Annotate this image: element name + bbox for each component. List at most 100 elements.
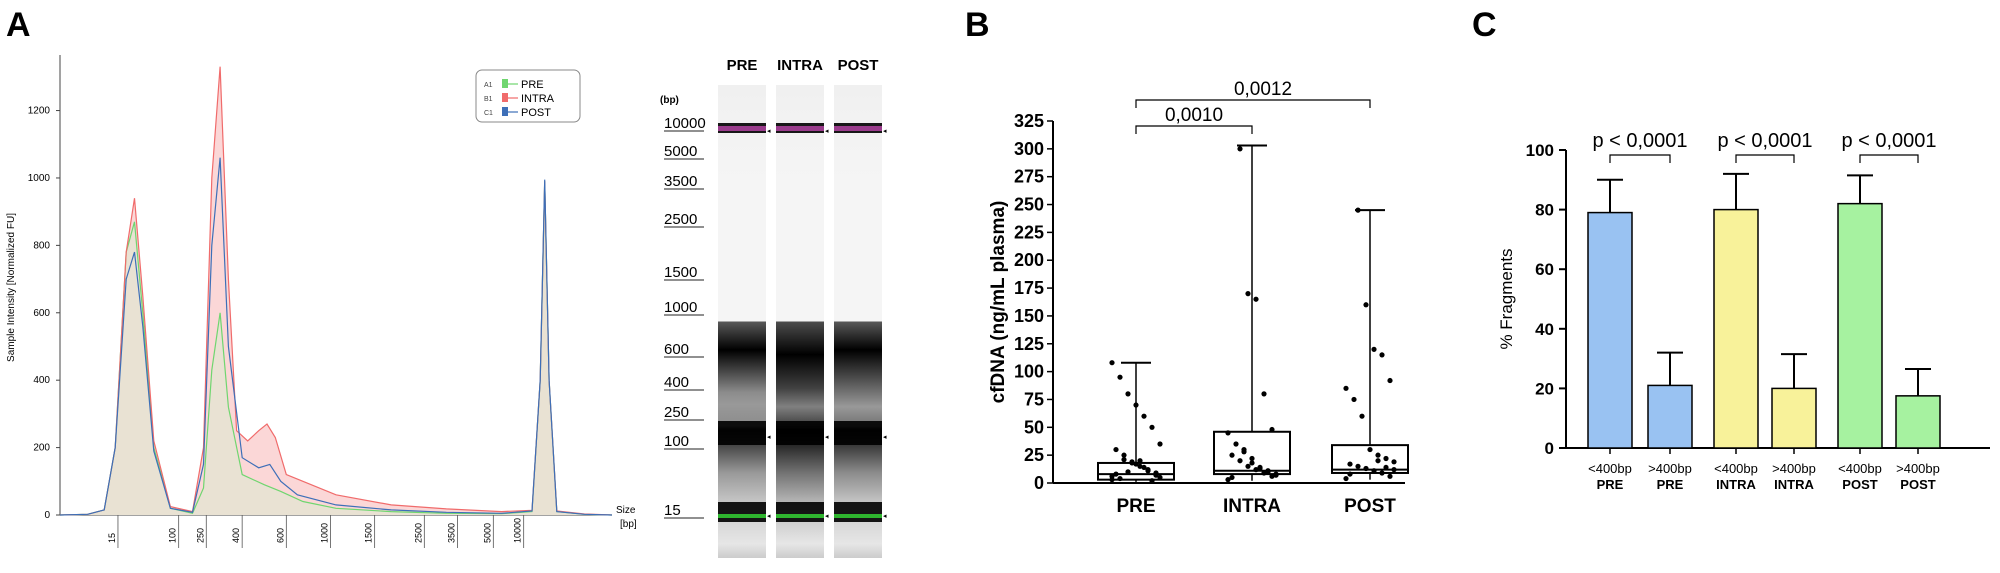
data-point xyxy=(1225,477,1231,483)
y-tick-label: 325 xyxy=(1014,111,1044,131)
lane-marker-arrow: ◂ xyxy=(883,513,887,520)
x-category-group: INTRA xyxy=(1774,477,1814,492)
gel-ladder-label: 250 xyxy=(664,404,689,421)
y-tick-label: 400 xyxy=(33,375,50,386)
panel-a: A 0 200 400 600 800 1000 1200 Sample Intensity … xyxy=(0,0,960,568)
box-intra xyxy=(1213,430,1291,476)
x-category-size: >400bp xyxy=(1648,461,1692,476)
data-point xyxy=(1125,391,1131,397)
gel-dark-band xyxy=(718,421,766,445)
x-axis-title-unit: [bp] xyxy=(620,519,637,530)
gel-dark-band xyxy=(776,421,824,445)
data-point xyxy=(1253,467,1259,473)
pre-area-fill xyxy=(60,181,612,516)
x-tick-label: 1500 xyxy=(364,523,374,543)
y-tick-label: 200 xyxy=(1014,250,1044,270)
panel-b: B 0 25 50 75 100 125 150 175 200 225 250 275 300 325 c… xyxy=(960,0,1460,568)
data-point xyxy=(1225,430,1231,436)
data-point xyxy=(1269,426,1275,433)
x-tick-label: 1000 xyxy=(319,523,329,543)
data-point xyxy=(1137,458,1143,464)
x-category-label: INTRA xyxy=(1223,496,1281,517)
gel-lane-pre xyxy=(718,85,766,558)
data-point xyxy=(1261,470,1267,476)
electropherogram-chart: A 0 200 400 600 800 1000 1200 Sample Intensity … xyxy=(6,6,887,558)
data-point xyxy=(1359,413,1365,419)
data-point xyxy=(1129,460,1135,466)
data-point xyxy=(1149,424,1155,430)
data-point xyxy=(1367,446,1373,453)
gel-ladder-label: 3500 xyxy=(664,173,697,190)
y-tick-label: 1200 xyxy=(28,106,51,117)
lane-marker-arrow: ◂ xyxy=(767,513,771,520)
data-point xyxy=(1371,468,1377,474)
data-point xyxy=(1229,452,1235,458)
lane-marker-arrow: ◂ xyxy=(883,434,887,441)
data-point xyxy=(1351,396,1357,403)
data-point xyxy=(1121,452,1127,458)
x-category-group: PRE xyxy=(1657,477,1684,492)
gel-ladder-label: 1000 xyxy=(664,299,697,316)
data-point xyxy=(1347,461,1353,467)
data-point xyxy=(1387,473,1393,479)
data-point xyxy=(1229,474,1235,481)
legend-swatch xyxy=(502,107,508,116)
lane-marker-arrow: ◂ xyxy=(767,434,771,441)
x-tick-label: 250 xyxy=(195,528,205,543)
y-tick-label: 75 xyxy=(1024,389,1044,409)
y-tick-label: 80 xyxy=(1535,201,1554,220)
data-point xyxy=(1391,467,1397,473)
gel-dark-band xyxy=(718,502,766,522)
gel-ladder-label: 600 xyxy=(664,341,689,358)
y-tick-label: 600 xyxy=(33,308,50,319)
gel-unit-label: (bp) xyxy=(660,95,679,106)
data-point xyxy=(1149,478,1155,484)
y-tick-label: 800 xyxy=(33,240,50,251)
data-point xyxy=(1237,146,1243,152)
data-point xyxy=(1109,473,1115,479)
gel-lane-post xyxy=(834,85,882,558)
data-point xyxy=(1387,377,1393,384)
y-tick-label: 0 xyxy=(44,510,50,521)
x-tick-label: 3500 xyxy=(446,523,456,543)
significance-bracket xyxy=(1735,154,1795,163)
data-point xyxy=(1383,455,1389,462)
x-tick-label: 600 xyxy=(275,528,285,543)
legend-well-id: A1 xyxy=(484,82,493,89)
data-point xyxy=(1375,458,1381,464)
lower-marker-band xyxy=(834,514,882,518)
x-category-group: INTRA xyxy=(1716,477,1756,492)
lower-marker-band xyxy=(776,514,824,518)
gel-ladder-label: 2500 xyxy=(664,211,697,228)
data-point xyxy=(1109,360,1115,366)
data-point xyxy=(1355,463,1361,469)
gel-dark-band xyxy=(834,421,882,445)
data-point xyxy=(1269,473,1275,479)
data-point xyxy=(1137,463,1143,469)
data-point xyxy=(1113,446,1119,453)
x-category-group: PRE xyxy=(1597,477,1624,492)
lane-marker-arrow: ◂ xyxy=(825,128,829,135)
lane-marker-arrow: ◂ xyxy=(825,434,829,441)
y-axis-title: Sample Intensity [Normalized FU] xyxy=(6,213,17,362)
upper-marker-band xyxy=(776,126,824,131)
gel-lane-label-intra: INTRA xyxy=(777,57,823,74)
data-point xyxy=(1121,457,1127,463)
data-point xyxy=(1153,470,1159,476)
y-tick-label: 100 xyxy=(1526,141,1554,160)
gel-ladder-label: 10000 xyxy=(664,115,706,132)
gel-ladder-label: 5000 xyxy=(664,143,697,160)
legend-swatch xyxy=(502,93,508,102)
data-point xyxy=(1343,385,1349,391)
lane-marker-arrow: ◂ xyxy=(767,128,771,135)
data-point xyxy=(1383,464,1389,471)
legend-well-id: C1 xyxy=(484,110,493,117)
x-category-size: <400bp xyxy=(1588,461,1632,476)
legend-swatch xyxy=(502,79,508,88)
data-point xyxy=(1363,302,1369,308)
x-axis-title-size: Size xyxy=(616,505,636,516)
cfdna-boxplot-chart: B 0 25 50 75 100 125 150 175 200 225 250 275 300 325 c… xyxy=(965,6,1409,517)
y-tick-label: 175 xyxy=(1014,278,1044,298)
significance-label: 0,0010 xyxy=(1165,105,1223,126)
